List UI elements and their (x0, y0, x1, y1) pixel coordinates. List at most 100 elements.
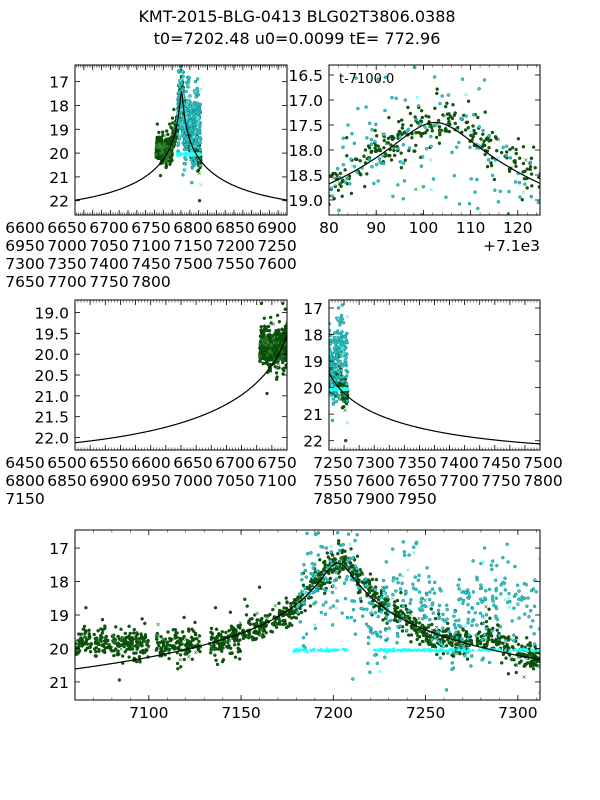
data-point-cyan (184, 136, 189, 141)
data-point-green (400, 118, 404, 122)
x-tick-label: 7450 (131, 255, 170, 273)
x-tick-label: 7950 (397, 490, 436, 508)
data-point-cyan-x (333, 367, 338, 372)
data-point-cyan-baseline (409, 251, 411, 253)
data-point-cyan (405, 129, 409, 134)
data-point-green (386, 140, 390, 145)
data-point-cyan (197, 126, 202, 131)
data-point-cyan (344, 363, 349, 368)
data-point-cyan (535, 230, 538, 233)
data-point-cyan (329, 186, 334, 190)
data-point-green (388, 153, 392, 158)
data-point-cyan-x (183, 167, 188, 172)
data-point-green (489, 161, 493, 165)
data-point-cyan (440, 94, 444, 98)
data-point-cyan-baseline (403, 252, 405, 254)
data-point-cyan (340, 330, 344, 334)
data-point-cyan-baseline (392, 250, 394, 252)
y-tick-label: 19 (303, 353, 323, 371)
data-point-cyan-x (329, 352, 332, 357)
data-point-green (419, 134, 423, 138)
data-point-green-x (337, 181, 342, 185)
data-point-cyan-baseline (346, 388, 349, 391)
data-point-cyan (193, 106, 197, 110)
data-point-cyan (354, 227, 357, 230)
data-point-cyan-baseline (415, 253, 417, 255)
data-point-cyan (487, 134, 491, 138)
data-point-green (530, 184, 534, 188)
x-tick-label: 90 (366, 219, 386, 237)
data-point-cyan (329, 355, 333, 360)
data-point-cyan (401, 197, 406, 201)
data-point-green (483, 110, 487, 114)
data-point-cyan-baseline (391, 250, 393, 252)
data-point-green (332, 196, 336, 201)
data-point-green (363, 148, 368, 152)
data-point-green (514, 164, 518, 169)
data-point-cyan (336, 335, 340, 340)
data-point-cyan-x (336, 377, 341, 382)
data-point-cyan (339, 333, 344, 338)
data-point-green (171, 121, 175, 125)
x-tick-label: 120 (503, 219, 533, 237)
data-point-cyan (403, 98, 408, 102)
x-tick-label: 7600 (257, 255, 296, 273)
data-point-cyan-baseline (387, 251, 389, 253)
data-point-green (220, 630, 225, 634)
data-point-cyan (446, 93, 451, 97)
data-point-green (505, 150, 509, 154)
data-point-cyan-baseline (420, 252, 422, 254)
data-point-cyan-baseline (363, 251, 365, 253)
data-point-cyan (195, 89, 200, 94)
data-point-cyan (341, 320, 346, 325)
x-tick-label: 7150 (173, 237, 212, 255)
data-point-green (274, 336, 278, 340)
data-point-green (437, 124, 442, 129)
data-point-green-x (269, 343, 274, 348)
data-point-green (435, 87, 439, 91)
model-curve (329, 372, 540, 445)
x-tick-label: 6900 (257, 219, 296, 237)
data-point-green-x (197, 171, 202, 176)
data-point-cyan (432, 75, 437, 79)
data-point-cyan (355, 170, 359, 174)
data-point-cyan-baseline (448, 250, 450, 252)
data-point-green (533, 166, 537, 170)
data-point-cyan (181, 74, 185, 79)
data-point-green-x (343, 408, 347, 413)
data-point-cyan (421, 184, 426, 189)
data-point-green (318, 558, 322, 562)
data-point-green (476, 115, 480, 120)
data-point-green (365, 172, 369, 176)
data-point-green (401, 123, 405, 127)
data-point-green (369, 150, 373, 155)
data-point-cyan (508, 156, 513, 160)
x-tick-label: 7400 (89, 255, 128, 273)
data-point-cyan-baseline (388, 252, 390, 254)
data-point-cyan (176, 132, 180, 136)
y-tick-label: 17.0 (288, 92, 323, 110)
data-points (75, 530, 540, 695)
data-point-green (157, 130, 161, 135)
data-point-green (265, 362, 270, 366)
data-point-cyan (188, 104, 192, 108)
data-point-cyan-x (198, 87, 203, 92)
x-tick-label: 7750 (89, 273, 128, 291)
data-point-green-x (258, 342, 262, 346)
data-point-cyan (177, 137, 182, 141)
data-point-cyan-baseline (334, 387, 338, 390)
data-point-green (264, 325, 269, 329)
data-point-green-x (155, 143, 160, 147)
x-tick-label: 7000 (47, 237, 86, 255)
data-point-cyan (433, 123, 437, 127)
data-point-cyan (194, 128, 199, 132)
data-point-green (197, 198, 202, 203)
data-point-green-x (442, 114, 447, 118)
y-tick-label: 22 (49, 193, 69, 211)
data-point-cyan (338, 340, 343, 344)
data-point-cyan (335, 166, 340, 171)
data-point-green (537, 185, 540, 189)
data-point-green (481, 142, 485, 147)
x-tick-label: 6850 (215, 219, 254, 237)
